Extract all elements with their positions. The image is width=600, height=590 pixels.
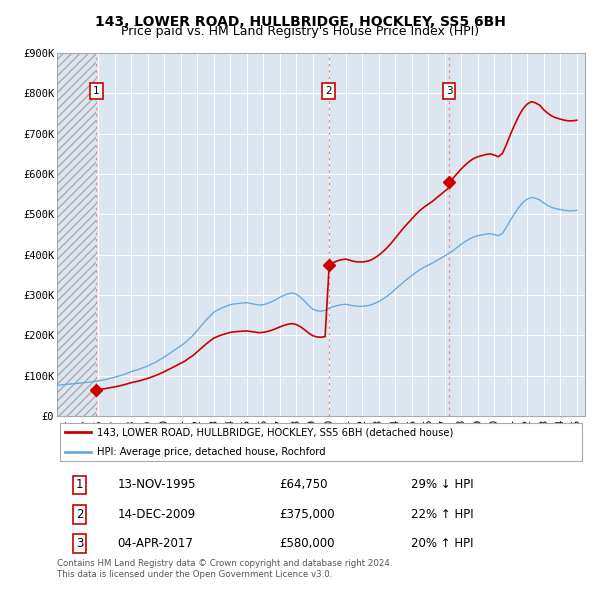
- Text: 29% ↓ HPI: 29% ↓ HPI: [411, 478, 473, 491]
- Text: 14-DEC-2009: 14-DEC-2009: [118, 507, 196, 521]
- Text: £580,000: £580,000: [279, 537, 334, 550]
- Text: 13-NOV-1995: 13-NOV-1995: [118, 478, 196, 491]
- Text: 3: 3: [76, 537, 83, 550]
- Text: 143, LOWER ROAD, HULLBRIDGE, HOCKLEY, SS5 6BH (detached house): 143, LOWER ROAD, HULLBRIDGE, HOCKLEY, SS…: [97, 427, 453, 437]
- Text: 20% ↑ HPI: 20% ↑ HPI: [411, 537, 473, 550]
- Text: Price paid vs. HM Land Registry's House Price Index (HPI): Price paid vs. HM Land Registry's House …: [121, 25, 479, 38]
- Text: £64,750: £64,750: [279, 478, 327, 491]
- Text: 2: 2: [76, 507, 83, 521]
- Text: HPI: Average price, detached house, Rochford: HPI: Average price, detached house, Roch…: [97, 447, 325, 457]
- Text: 2: 2: [325, 86, 332, 96]
- Text: £375,000: £375,000: [279, 507, 334, 521]
- FancyBboxPatch shape: [59, 423, 583, 461]
- Text: 22% ↑ HPI: 22% ↑ HPI: [411, 507, 473, 521]
- Text: 3: 3: [446, 86, 452, 96]
- Text: Contains HM Land Registry data © Crown copyright and database right 2024.
This d: Contains HM Land Registry data © Crown c…: [57, 559, 392, 579]
- Text: 1: 1: [93, 86, 100, 96]
- Text: 1: 1: [76, 478, 83, 491]
- Text: 04-APR-2017: 04-APR-2017: [118, 537, 194, 550]
- Text: 143, LOWER ROAD, HULLBRIDGE, HOCKLEY, SS5 6BH: 143, LOWER ROAD, HULLBRIDGE, HOCKLEY, SS…: [95, 15, 505, 29]
